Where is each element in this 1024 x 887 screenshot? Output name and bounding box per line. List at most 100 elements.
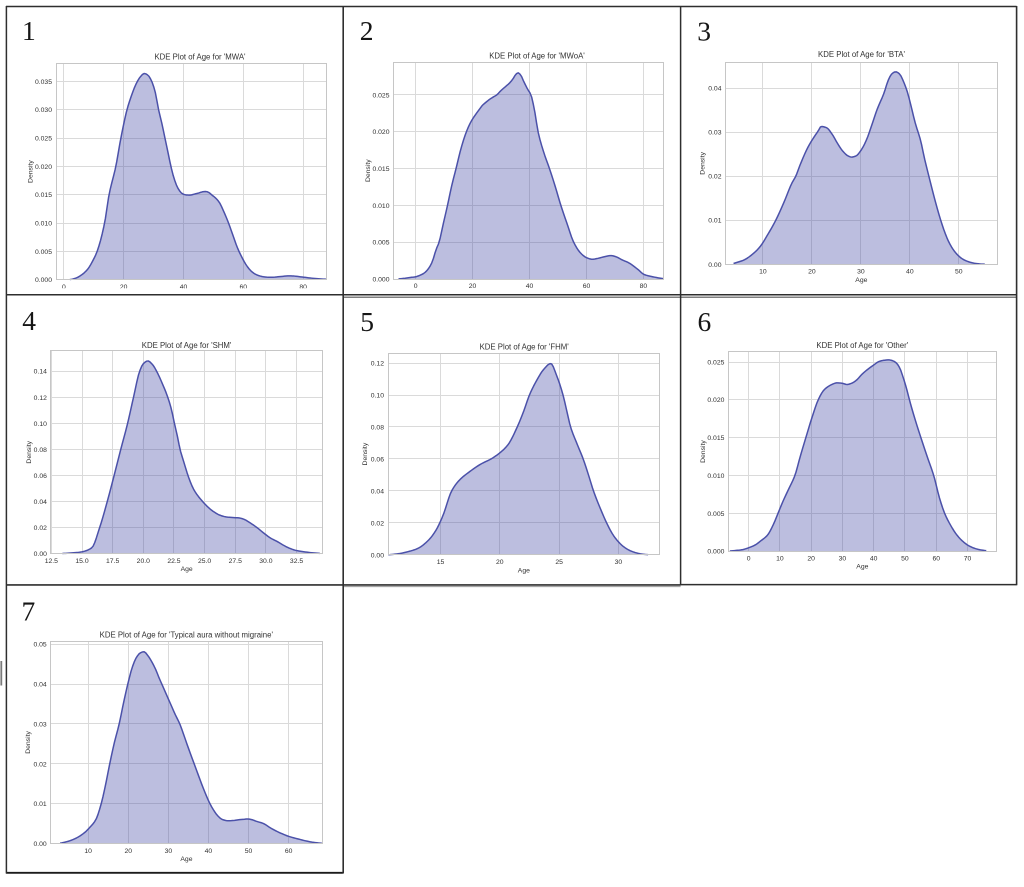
svg-text:30: 30	[615, 559, 623, 566]
svg-text:0.04: 0.04	[371, 488, 384, 495]
svg-text:KDE Plot of Age for 'BTA': KDE Plot of Age for 'BTA'	[818, 50, 905, 59]
svg-text:25.0: 25.0	[198, 558, 211, 565]
svg-text:Age: Age	[181, 566, 193, 573]
svg-text:10: 10	[776, 555, 784, 562]
svg-text:12.5: 12.5	[45, 558, 58, 565]
svg-text:0.04: 0.04	[708, 85, 721, 92]
svg-text:0.01: 0.01	[708, 218, 721, 225]
svg-text:0.12: 0.12	[371, 360, 384, 367]
svg-text:5: 5	[360, 306, 374, 337]
svg-text:Density: Density	[700, 151, 707, 174]
svg-text:0: 0	[62, 284, 66, 291]
svg-text:0.035: 0.035	[35, 79, 52, 86]
svg-text:0.00: 0.00	[34, 551, 47, 558]
svg-text:4: 4	[22, 305, 36, 336]
svg-text:0.10: 0.10	[34, 421, 47, 428]
svg-text:0.010: 0.010	[707, 473, 724, 480]
svg-text:32.5: 32.5	[290, 558, 303, 565]
svg-text:20.0: 20.0	[137, 558, 150, 565]
svg-text:22.5: 22.5	[167, 558, 180, 565]
svg-text:0.06: 0.06	[34, 473, 47, 480]
svg-text:0.020: 0.020	[372, 129, 389, 136]
svg-text:3: 3	[697, 15, 711, 46]
svg-text:0: 0	[747, 555, 751, 562]
svg-text:Density: Density	[25, 731, 32, 754]
svg-text:2: 2	[360, 15, 374, 46]
svg-text:0.02: 0.02	[371, 520, 384, 527]
svg-text:0.025: 0.025	[372, 92, 389, 99]
svg-text:40: 40	[906, 269, 914, 276]
svg-text:0.010: 0.010	[35, 221, 52, 228]
svg-text:0.010: 0.010	[372, 203, 389, 210]
svg-text:Density: Density	[26, 440, 33, 463]
svg-text:0.025: 0.025	[35, 136, 52, 143]
svg-text:20: 20	[120, 284, 128, 291]
svg-text:0.02: 0.02	[708, 174, 721, 181]
svg-text:40: 40	[870, 555, 878, 562]
svg-text:50: 50	[955, 269, 963, 276]
svg-text:60: 60	[240, 284, 248, 291]
svg-text:0.000: 0.000	[707, 549, 724, 556]
svg-text:7: 7	[22, 596, 36, 627]
svg-text:0.12: 0.12	[34, 395, 47, 402]
svg-text:60: 60	[932, 555, 940, 562]
svg-text:10: 10	[759, 269, 767, 276]
svg-text:10: 10	[84, 848, 92, 855]
svg-text:KDE Plot of Age for 'MWoA': KDE Plot of Age for 'MWoA'	[489, 51, 585, 60]
svg-text:60: 60	[285, 848, 293, 855]
svg-text:30: 30	[165, 848, 173, 855]
svg-text:0.015: 0.015	[372, 166, 389, 173]
svg-text:KDE Plot of Age for 'FHM': KDE Plot of Age for 'FHM'	[480, 343, 570, 352]
svg-text:0.01: 0.01	[33, 801, 46, 808]
svg-text:Age: Age	[180, 856, 192, 863]
svg-text:Density: Density	[700, 440, 707, 463]
svg-text:0.00: 0.00	[708, 262, 721, 269]
svg-text:KDE Plot of Age for 'SHM': KDE Plot of Age for 'SHM'	[142, 341, 232, 350]
svg-text:0.005: 0.005	[372, 240, 389, 247]
svg-text:20: 20	[496, 559, 504, 566]
svg-text:KDE Plot of Age for 'Typical a: KDE Plot of Age for 'Typical aura withou…	[100, 631, 274, 640]
svg-text:70: 70	[964, 555, 972, 562]
svg-text:0.025: 0.025	[707, 359, 724, 366]
svg-text:15: 15	[437, 559, 445, 566]
svg-text:0.005: 0.005	[707, 511, 724, 518]
svg-text:0.020: 0.020	[35, 164, 52, 171]
svg-text:Density: Density	[365, 159, 372, 182]
svg-text:0.04: 0.04	[33, 681, 46, 688]
svg-text:30: 30	[857, 269, 865, 276]
svg-text:50: 50	[245, 848, 253, 855]
svg-text:Age: Age	[856, 564, 868, 571]
svg-text:60: 60	[583, 283, 591, 290]
svg-text:0.03: 0.03	[33, 721, 46, 728]
svg-text:0.000: 0.000	[372, 276, 389, 283]
svg-text:30.0: 30.0	[259, 558, 272, 565]
svg-text:80: 80	[299, 284, 307, 291]
svg-text:40: 40	[180, 284, 188, 291]
svg-text:0.000: 0.000	[35, 277, 52, 284]
svg-text:17.5: 17.5	[106, 558, 119, 565]
svg-text:20: 20	[807, 555, 815, 562]
svg-text:15.0: 15.0	[75, 558, 88, 565]
svg-text:0.02: 0.02	[33, 761, 46, 768]
svg-text:0.03: 0.03	[708, 130, 721, 137]
svg-text:Density: Density	[27, 160, 34, 183]
svg-text:0.005: 0.005	[35, 249, 52, 256]
svg-text:0.08: 0.08	[34, 447, 47, 454]
svg-text:27.5: 27.5	[229, 558, 242, 565]
svg-text:0.10: 0.10	[371, 392, 384, 399]
svg-text:0.02: 0.02	[34, 525, 47, 532]
svg-text:0.06: 0.06	[371, 456, 384, 463]
svg-text:Density: Density	[362, 442, 369, 465]
svg-text:40: 40	[526, 283, 534, 290]
svg-text:Age: Age	[518, 567, 530, 574]
svg-text:30: 30	[839, 555, 847, 562]
svg-text:0: 0	[414, 283, 418, 290]
svg-text:25: 25	[555, 559, 563, 566]
svg-text:40: 40	[205, 848, 213, 855]
svg-text:0.05: 0.05	[33, 642, 46, 649]
svg-text:20: 20	[469, 283, 477, 290]
svg-text:1: 1	[22, 15, 36, 46]
svg-text:0.00: 0.00	[33, 841, 46, 848]
svg-text:0.030: 0.030	[35, 107, 52, 114]
svg-text:0.04: 0.04	[34, 499, 47, 506]
